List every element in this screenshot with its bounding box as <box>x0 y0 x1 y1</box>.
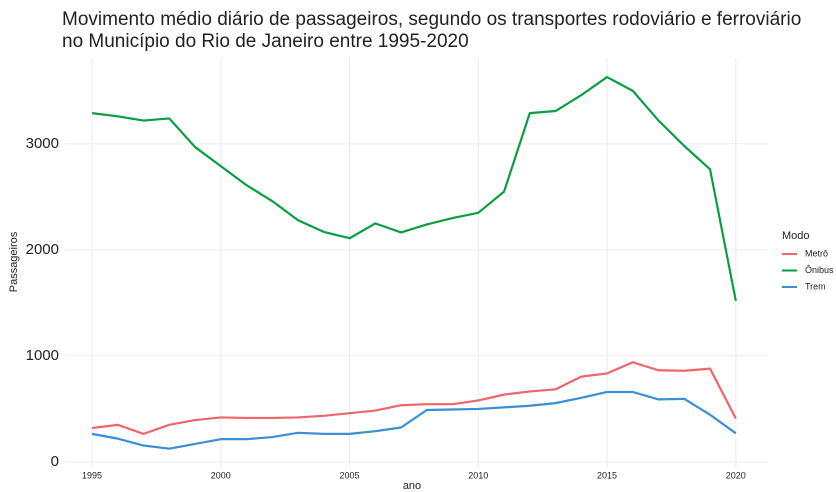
x-tick-label: 2005 <box>340 470 360 480</box>
legend-label: Trem <box>805 281 826 291</box>
x-tick-label: 2015 <box>597 470 617 480</box>
y-tick-label: 1000 <box>26 347 59 364</box>
x-tick-label: 2010 <box>468 470 488 480</box>
legend-title: Modo <box>782 230 810 242</box>
chart-title: Movimento médio diário de passageiros, s… <box>62 9 801 30</box>
chart-title: no Município do Rio de Janeiro entre 199… <box>62 31 469 52</box>
x-tick-label: 2020 <box>726 470 746 480</box>
y-tick-label: 2000 <box>26 241 59 258</box>
legend-label: Ônibus <box>805 265 834 275</box>
y-axis-title: Passageiros <box>8 231 20 292</box>
y-tick-label: 0 <box>51 453 59 470</box>
y-tick-label: 3000 <box>26 135 59 152</box>
series-line <box>91 361 737 435</box>
x-tick-label: 2000 <box>211 470 231 480</box>
x-axis-title: ano <box>403 480 421 492</box>
legend-label: Metrô <box>805 248 828 258</box>
x-tick-label: 1995 <box>82 470 102 480</box>
series-line <box>91 390 737 450</box>
series-line <box>91 75 737 302</box>
